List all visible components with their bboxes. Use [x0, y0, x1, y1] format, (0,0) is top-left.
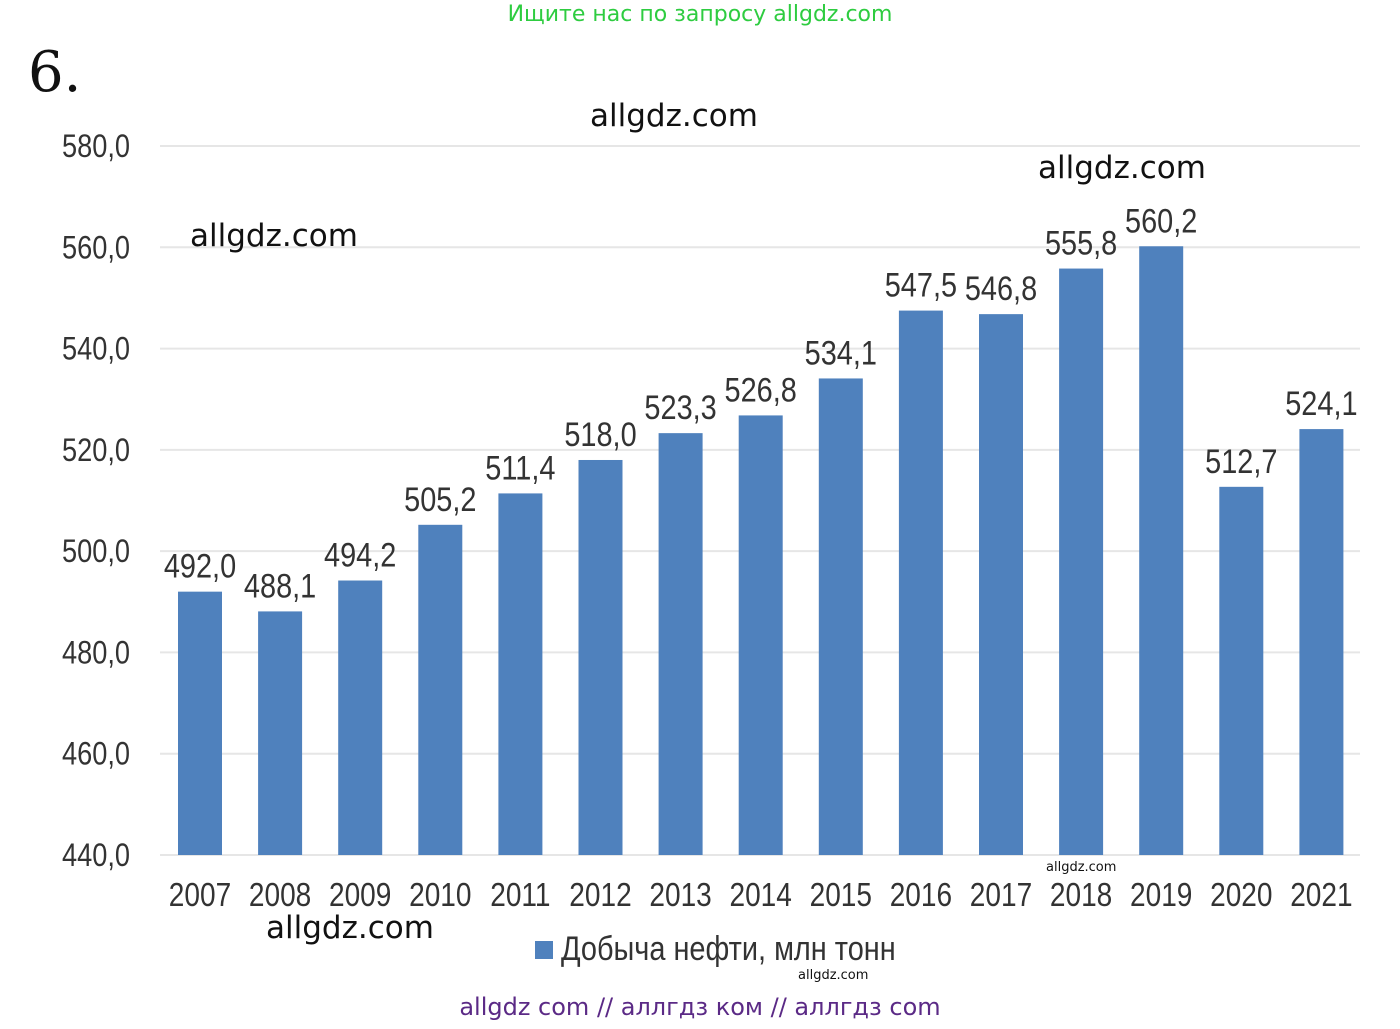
bar-2015	[818, 378, 863, 855]
x-tick-label: 2012	[569, 877, 631, 914]
bar-2017	[979, 314, 1023, 855]
y-tick-label: 560,0	[62, 230, 130, 266]
y-axis-ticks: 440,0 460,0 480,0 500,0 520,0 540,0 560,0 580,0	[62, 129, 130, 874]
watermark: allgdz.com	[1038, 150, 1206, 186]
bar-2009	[338, 580, 383, 855]
data-label: 494,2	[324, 535, 396, 574]
data-label: 526,8	[725, 370, 797, 409]
bar-2014	[738, 415, 783, 855]
data-label: 492,0	[164, 546, 236, 585]
bar-2007	[178, 591, 222, 855]
bar-2010	[418, 524, 463, 855]
x-tick-label: 2013	[649, 877, 711, 914]
x-tick-label: 2018	[1050, 877, 1112, 914]
x-tick-label: 2011	[490, 877, 550, 914]
legend-swatch	[535, 940, 553, 959]
x-tick-label: 2021	[1290, 877, 1352, 914]
x-tick-label: 2016	[890, 877, 952, 914]
chart-legend: Добыча нефти, млн тонн	[535, 930, 955, 969]
bar-2021	[1299, 429, 1344, 855]
y-tick-label: 580,0	[62, 129, 130, 165]
data-label: 523,3	[644, 388, 716, 427]
data-label: 524,1	[1285, 384, 1357, 423]
y-tick-label: 540,0	[62, 332, 130, 368]
y-tick-label: 480,0	[62, 635, 130, 671]
data-label: 546,8	[965, 269, 1037, 308]
data-label: 518,0	[564, 415, 636, 454]
x-tick-label: 2009	[329, 877, 391, 914]
bar-2016	[898, 310, 943, 855]
watermark: allgdz.com	[190, 218, 358, 254]
data-label: 555,8	[1045, 223, 1117, 262]
x-tick-label: 2014	[730, 877, 792, 914]
data-label: 511,4	[485, 448, 555, 487]
data-label: 547,5	[885, 265, 957, 304]
data-label: 512,7	[1205, 442, 1277, 481]
y-tick-label: 500,0	[62, 534, 130, 570]
x-tick-label: 2010	[409, 877, 471, 914]
data-label: 488,1	[244, 566, 316, 605]
x-tick-label: 2019	[1130, 877, 1192, 914]
x-tick-label: 2008	[249, 877, 311, 914]
bars	[178, 246, 1344, 856]
x-axis-ticks: 2007 2008 2009 2010 2011 2012 2013 2014 2015 2016…	[169, 877, 1353, 914]
x-tick-label: 2015	[810, 877, 872, 914]
x-tick-label: 2017	[970, 877, 1032, 914]
watermark: allgdz.com	[1046, 860, 1117, 875]
y-tick-label: 440,0	[62, 838, 130, 874]
y-tick-label: 460,0	[62, 737, 130, 773]
x-tick-label: 2020	[1210, 877, 1272, 914]
bar-2012	[578, 459, 623, 855]
bar-2013	[658, 433, 703, 855]
bar-2011	[498, 493, 543, 855]
bar-2008	[258, 611, 303, 855]
search-banner: Ищите нас по запросу allgdz.com	[507, 2, 893, 27]
bar-2020	[1219, 486, 1264, 855]
bar-2018	[1059, 268, 1104, 855]
footer-banner: allgdz com // аллгдз ком // аллгдз com	[459, 993, 941, 1021]
data-label: 505,2	[404, 480, 476, 519]
legend-label: Добыча нефти, млн тонн	[561, 930, 896, 968]
bar-2019	[1139, 246, 1184, 856]
data-label: 534,1	[805, 333, 877, 372]
task-number: 6.	[28, 40, 82, 105]
x-tick-label: 2007	[169, 877, 231, 914]
watermark: allgdz.com	[798, 968, 869, 983]
watermark: allgdz.com	[590, 98, 758, 134]
data-label: 560,2	[1125, 201, 1197, 240]
watermark: allgdz.com	[266, 910, 434, 946]
y-tick-label: 520,0	[62, 433, 130, 469]
